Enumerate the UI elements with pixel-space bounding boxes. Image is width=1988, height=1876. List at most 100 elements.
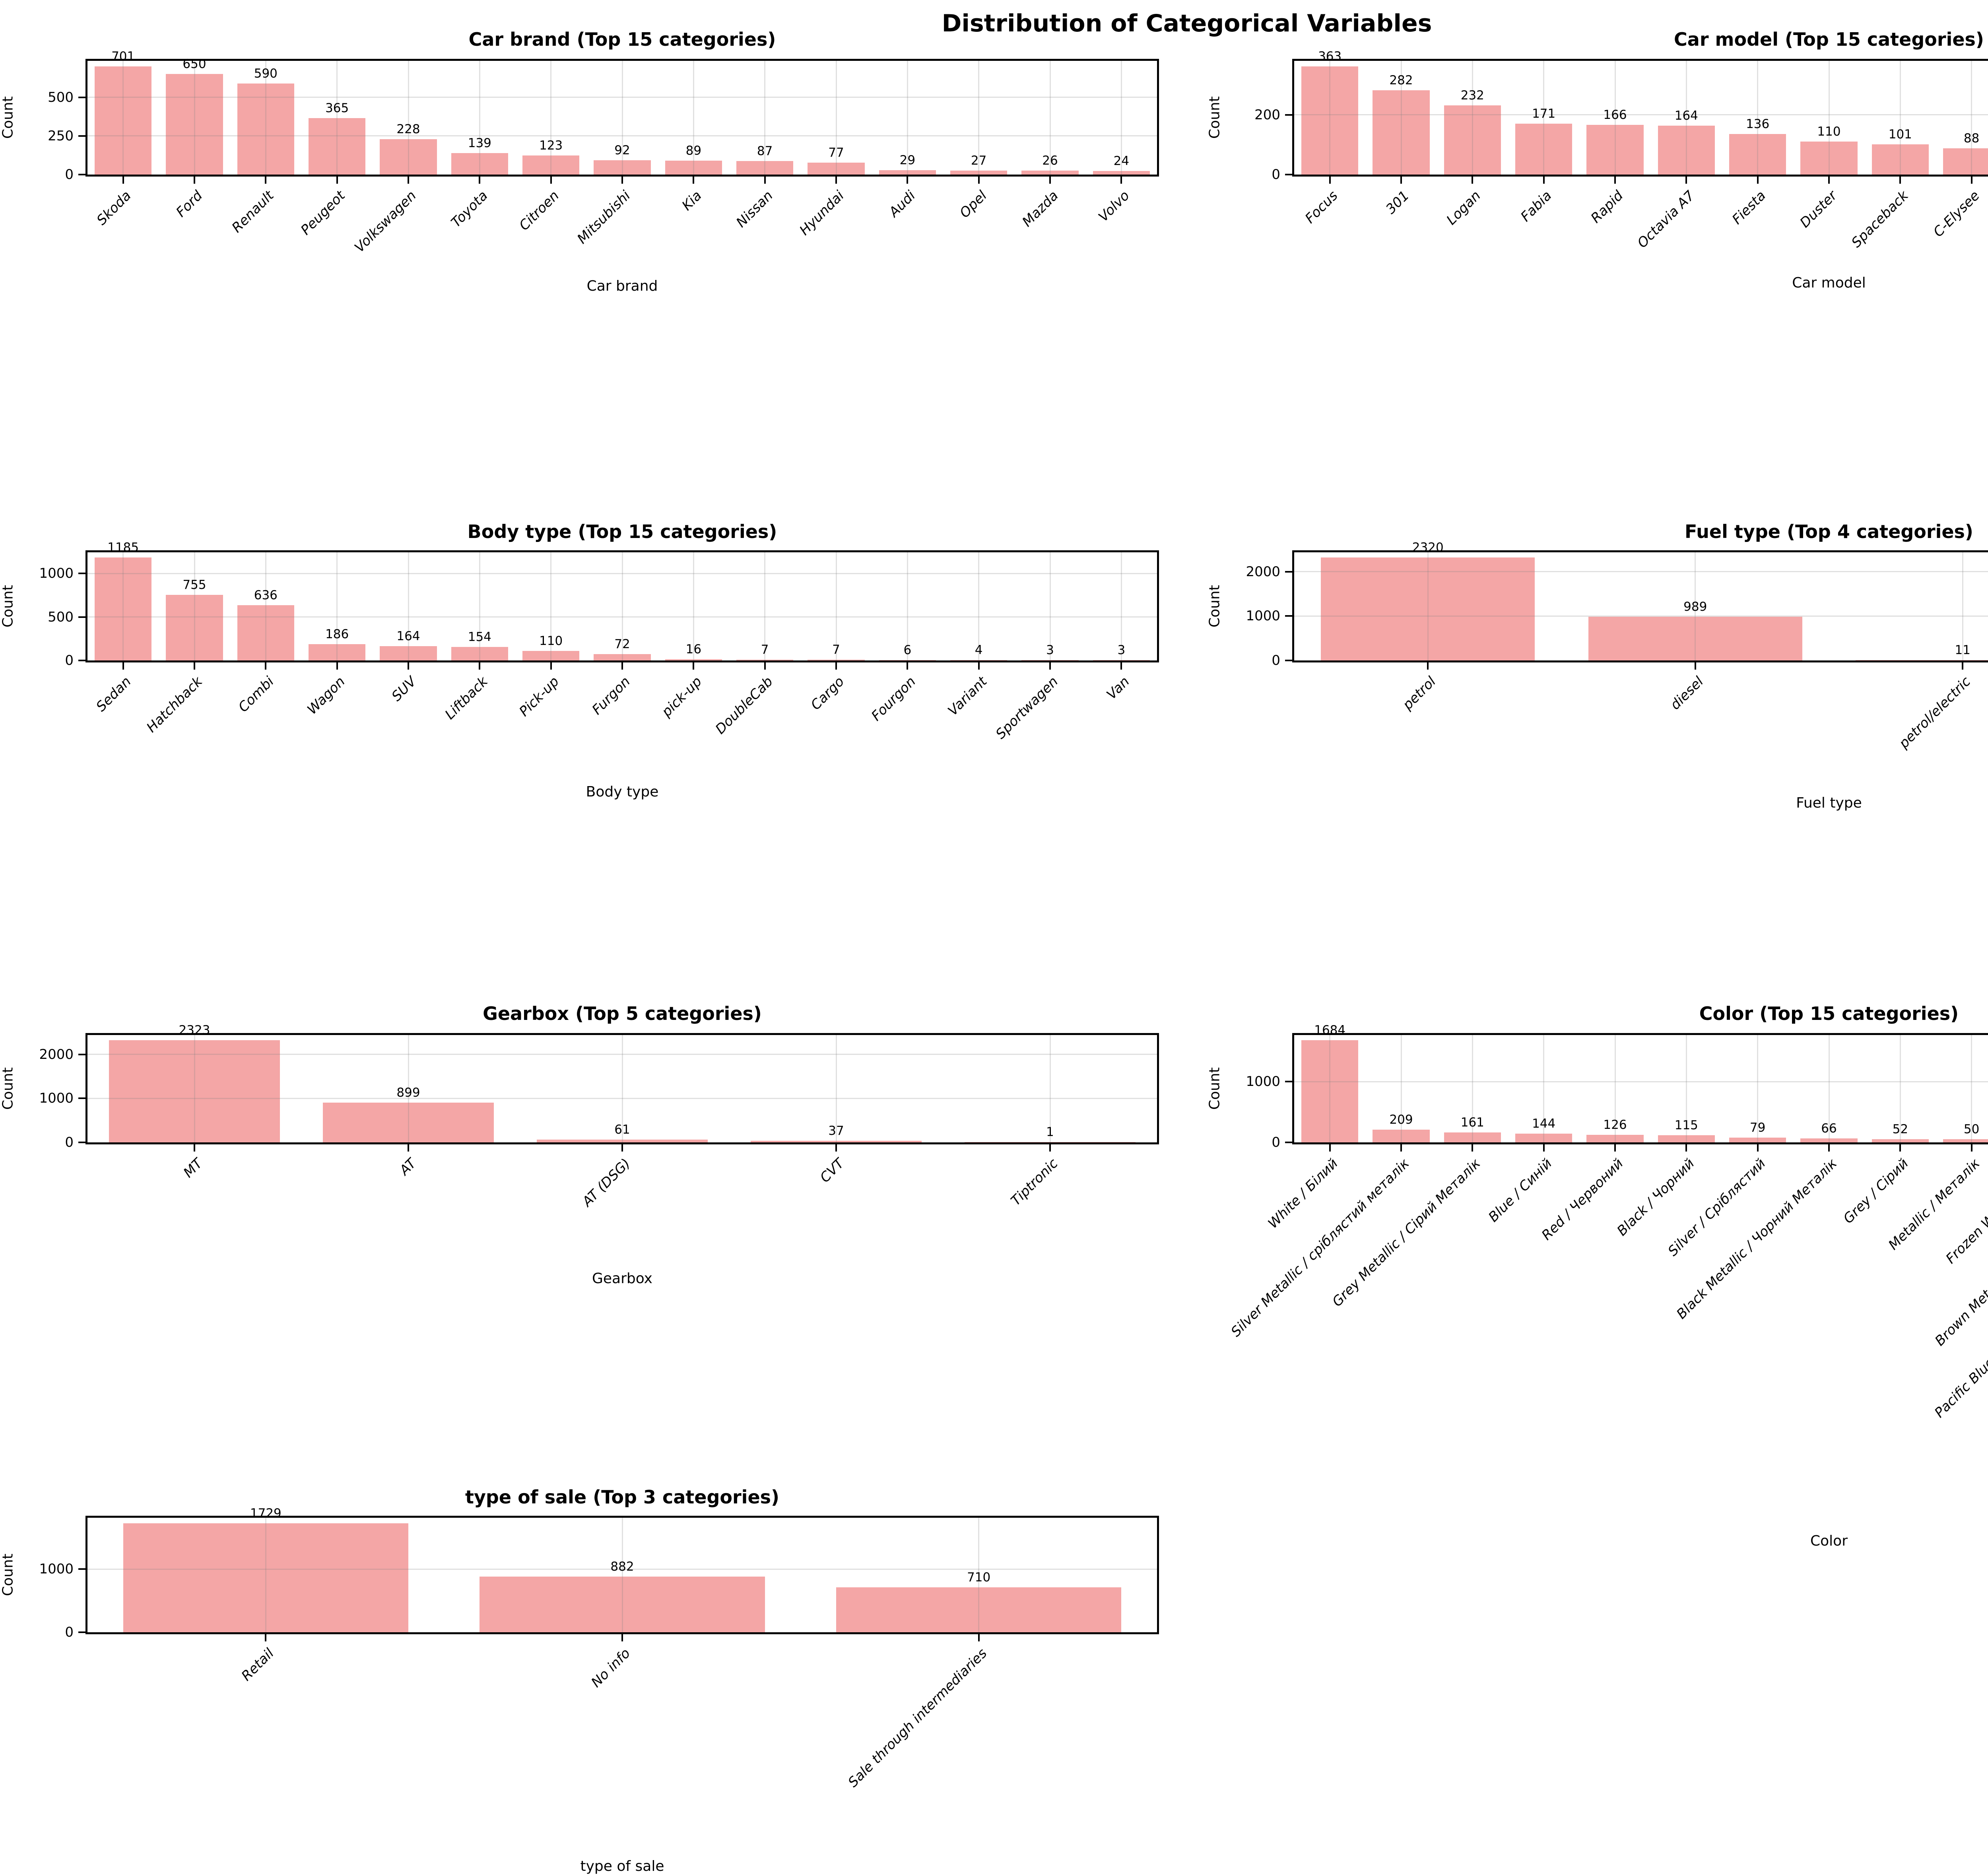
bar	[1021, 171, 1079, 175]
y-tick-mark	[1285, 615, 1292, 617]
v-gridline	[1472, 61, 1473, 175]
y-axis-label: Count	[0, 96, 16, 139]
x-tick-label: diesel	[1667, 674, 1707, 713]
v-gridline	[1962, 552, 1963, 660]
bar	[1800, 142, 1858, 175]
x-tick-label: Liftback	[442, 674, 491, 723]
x-tick-mark	[1120, 177, 1122, 184]
v-gridline	[194, 1035, 195, 1142]
x-tick-label: Cargo	[808, 674, 848, 713]
bar	[1729, 1138, 1786, 1142]
x-tick-mark	[122, 662, 124, 670]
x-tick-mark	[1049, 177, 1051, 184]
v-gridline	[621, 1518, 623, 1632]
v-gridline	[1899, 1035, 1901, 1142]
plot-area: 2323 899 61 37 1	[85, 1023, 1159, 1144]
v-gridline	[978, 1518, 980, 1632]
v-gridline	[1329, 61, 1331, 175]
bar-value-label: 66	[1821, 1121, 1837, 1136]
x-tick-label: Spaceback	[1848, 188, 1912, 251]
bar	[665, 161, 722, 175]
x-tick-mark	[1757, 177, 1759, 184]
plot-area: 2320989111	[1292, 540, 1988, 662]
bar-value-label: 11	[1955, 643, 1971, 657]
v-gridline	[479, 61, 480, 175]
bar	[808, 163, 865, 175]
v-gridline	[550, 552, 552, 660]
subplot-title: type of sale (Top 3 categories)	[465, 1486, 780, 1508]
x-tick-label: DoubleCab	[712, 674, 776, 738]
y-tick-mark	[78, 1142, 85, 1143]
x-tick-mark	[1694, 662, 1696, 670]
bar	[1515, 124, 1573, 175]
bar-value-label: 136	[1746, 117, 1770, 131]
subplot-title: Car brand (Top 15 categories)	[468, 29, 776, 50]
bar	[308, 644, 366, 660]
bar	[123, 1523, 408, 1632]
x-tick-mark	[336, 662, 338, 670]
y-tick-label: 2000	[1246, 563, 1280, 580]
y-tick-mark	[78, 1097, 85, 1099]
bar	[1301, 1040, 1359, 1142]
bar-value-label: 3	[1046, 643, 1054, 657]
x-tick-label: Fabia	[1518, 188, 1555, 225]
x-tick-label: Fourgon	[868, 674, 919, 724]
bar-value-label: 650	[182, 57, 206, 71]
bar-value-label: 171	[1532, 107, 1556, 121]
v-gridline	[835, 1035, 837, 1142]
y-tick-label: 500	[48, 609, 74, 625]
x-tick-mark	[978, 177, 980, 184]
bar	[1444, 105, 1501, 175]
bar	[94, 557, 152, 660]
bar-value-label: 61	[614, 1122, 630, 1137]
bar	[1301, 66, 1359, 175]
bar	[1729, 134, 1786, 175]
x-tick-mark	[1899, 1144, 1901, 1152]
bar-value-label: 1729	[250, 1506, 282, 1521]
v-gridline	[621, 61, 623, 175]
v-gridline	[122, 552, 124, 660]
bar-value-label: 3	[1117, 643, 1126, 657]
x-tick-label: Combi	[235, 674, 277, 716]
x-tick-mark	[1899, 177, 1901, 184]
x-tick-label: pick-up	[658, 674, 705, 720]
y-tick-label: 0	[65, 167, 74, 183]
bar-value-label: 2323	[179, 1023, 210, 1037]
x-tick-label: No info	[588, 1645, 634, 1691]
x-tick-mark	[265, 1634, 267, 1641]
v-gridline	[1614, 1035, 1616, 1142]
bar-value-label: 4	[975, 643, 983, 657]
x-tick-label: Black / Чорний	[1614, 1156, 1698, 1239]
bar-value-label: 101	[1888, 127, 1912, 142]
bar-value-label: 144	[1532, 1117, 1556, 1131]
x-tick-mark	[479, 177, 481, 184]
bar-value-label: 72	[614, 637, 630, 651]
bar	[166, 595, 223, 660]
y-tick-label: 1000	[1246, 1074, 1280, 1090]
x-tick-mark	[907, 662, 909, 670]
v-gridline	[408, 61, 409, 175]
subplot-title: Body type (Top 15 categories)	[467, 521, 777, 542]
x-tick-label: Skoda	[93, 188, 134, 229]
v-gridline	[408, 552, 409, 660]
bar-value-label: 282	[1389, 73, 1413, 87]
bar	[1586, 125, 1644, 175]
x-tick-label: Kia	[679, 188, 705, 214]
v-gridline	[122, 61, 124, 175]
h-gridline	[87, 135, 1157, 137]
bar	[665, 659, 722, 660]
v-gridline	[550, 61, 552, 175]
bar-value-label: 2320	[1412, 540, 1444, 555]
x-tick-label: Opel	[956, 188, 990, 221]
x-tick-label: Black Metallic / Чорний Металік	[1673, 1156, 1840, 1323]
x-tick-label: Renault	[229, 188, 277, 236]
x-tick-mark	[122, 177, 124, 184]
subplot-title: Fuel type (Top 4 categories)	[1685, 521, 1973, 542]
x-tick-label: Blue / Синій	[1485, 1156, 1555, 1225]
x-tick-mark	[1120, 662, 1122, 670]
x-tick-mark	[978, 662, 980, 670]
x-tick-mark	[194, 1144, 195, 1152]
bar	[237, 605, 295, 660]
x-tick-label: Retail	[238, 1645, 277, 1684]
x-axis-label: Body type	[586, 784, 659, 800]
